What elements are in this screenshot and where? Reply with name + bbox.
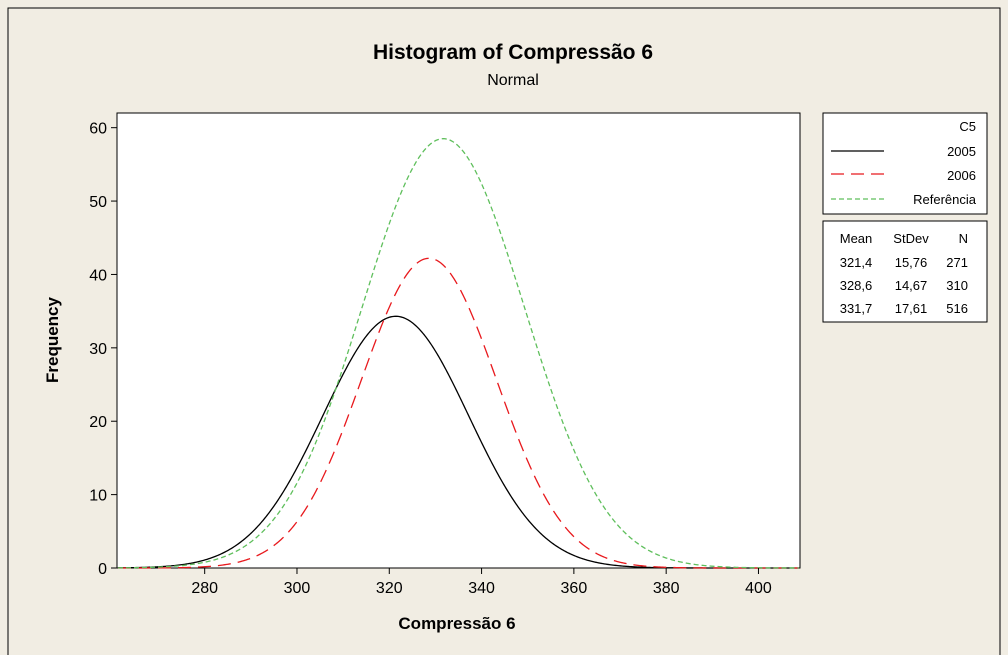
stats-header-n: N [959, 231, 968, 246]
series-line-2006 [118, 257, 799, 569]
stats-cell: 516 [946, 301, 968, 316]
y-tick-label: 30 [89, 341, 107, 358]
legend-entry-2005: 2005 [947, 144, 976, 159]
plot-area [116, 112, 801, 569]
stats-cell: 321,4 [840, 255, 873, 270]
stats-cell: 271 [946, 255, 968, 270]
stats-cell: 15,76 [895, 255, 928, 270]
chart-subtitle: Normal [487, 72, 539, 89]
stats-cell: 331,7 [840, 301, 873, 316]
x-tick-label: 380 [653, 580, 680, 597]
x-tick-label: 400 [745, 580, 772, 597]
y-tick-label: 20 [89, 414, 107, 431]
legend: C5 2005 2006 Referência [822, 112, 988, 215]
legend-title: C5 [959, 119, 976, 134]
y-tick-label: 10 [89, 488, 107, 505]
stats-header-stdev: StDev [893, 231, 929, 246]
legend-entry-2006: 2006 [947, 168, 976, 183]
legend-entry-referencia: Referência [913, 192, 977, 207]
stats-cell: 310 [946, 278, 968, 293]
stats-box [822, 220, 988, 323]
series-curves [117, 138, 799, 569]
stats-cell: 328,6 [840, 278, 873, 293]
x-tick-label: 340 [468, 580, 495, 597]
x-tick-label: 300 [284, 580, 311, 597]
x-tick-label: 360 [561, 580, 588, 597]
y-tick-label: 60 [89, 121, 107, 138]
stats-cell: 14,67 [895, 278, 928, 293]
y-tick-label: 50 [89, 194, 107, 211]
x-axis-label: Compressão 6 [398, 614, 515, 633]
y-axis-label: Frequency [43, 296, 62, 383]
chart-title: Histogram of Compressão 6 [373, 41, 653, 64]
series-line-referencia [117, 138, 799, 569]
x-tick-label: 320 [376, 580, 403, 597]
stats-cell: 17,61 [895, 301, 928, 316]
x-tick-label: 280 [191, 580, 218, 597]
y-tick-label: 40 [89, 267, 107, 284]
stats-header-mean: Mean [840, 231, 873, 246]
legend-box [822, 112, 988, 215]
stats-table: Mean StDev N 321,4 15,76 271 328,6 14,67… [822, 220, 988, 323]
y-axis: 0 10 20 30 40 50 60 [89, 121, 117, 578]
x-axis: 280 300 320 340 360 380 400 [191, 568, 772, 597]
y-tick-label: 0 [98, 561, 107, 578]
